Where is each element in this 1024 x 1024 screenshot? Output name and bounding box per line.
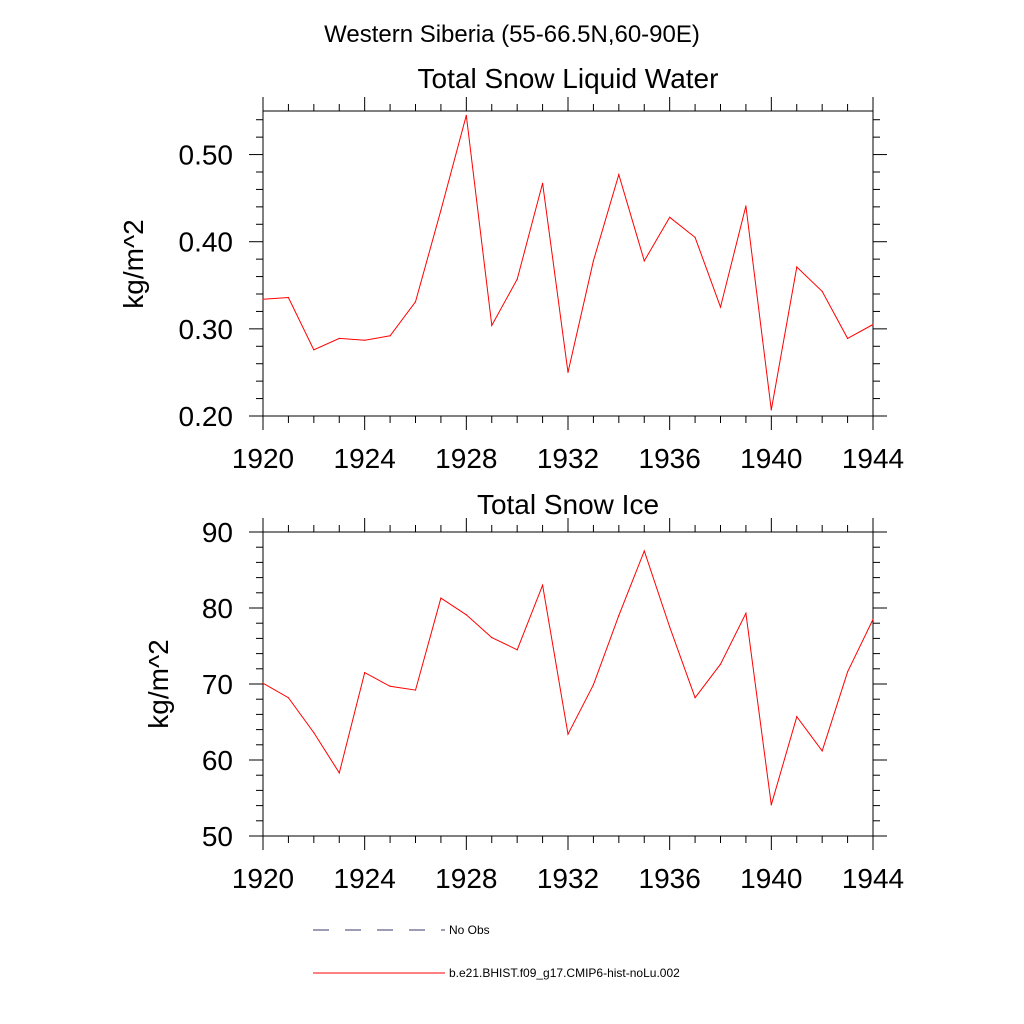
x-tick-label: 1920 — [232, 443, 294, 474]
data-point — [313, 732, 315, 734]
data-point — [643, 260, 645, 262]
data-point — [491, 324, 493, 326]
data-point — [440, 209, 442, 211]
x-tick-label: 1936 — [639, 863, 701, 894]
legend-model-label: b.e21.BHIST.f09_g17.CMIP6-hist-noLu.002 — [449, 966, 680, 980]
data-point — [541, 584, 544, 586]
data-point — [338, 337, 340, 340]
y-axis-label: kg/m^2 — [118, 219, 149, 308]
x-tick-label: 1940 — [740, 443, 802, 474]
data-point — [414, 301, 417, 303]
data-point — [669, 626, 671, 628]
data-point — [338, 772, 340, 774]
data-point — [694, 697, 696, 699]
data-point — [567, 371, 569, 374]
x-tick-label: 1944 — [842, 443, 904, 474]
data-point — [643, 550, 645, 552]
x-tick-label: 1920 — [232, 863, 294, 894]
data-point — [262, 682, 264, 684]
data-point — [694, 236, 696, 238]
data-point — [567, 733, 569, 735]
y-tick-label: 0.50 — [179, 140, 234, 171]
data-point — [846, 671, 849, 673]
data-point — [618, 615, 620, 617]
data-point — [262, 298, 264, 300]
x-tick-label: 1944 — [842, 863, 904, 894]
x-tick-label: 1936 — [639, 443, 701, 474]
data-point — [516, 649, 518, 651]
data-point — [745, 205, 747, 207]
data-point — [389, 335, 391, 337]
data-point — [389, 685, 391, 687]
data-point — [770, 409, 772, 411]
y-tick-label: 0.30 — [179, 314, 234, 345]
data-point — [846, 337, 849, 340]
x-tick-label: 1928 — [435, 443, 497, 474]
data-point — [796, 716, 798, 718]
y-axis-label: kg/m^2 — [143, 639, 174, 728]
data-point — [414, 689, 417, 691]
x-tick-label: 1940 — [740, 863, 802, 894]
data-point — [364, 672, 366, 674]
data-point — [287, 697, 290, 699]
data-point — [872, 323, 874, 326]
y-tick-label: 60 — [202, 745, 233, 776]
data-point — [592, 684, 595, 686]
x-tick-label: 1924 — [334, 443, 396, 474]
data-point — [719, 306, 722, 308]
series-layer — [262, 549, 874, 806]
chart-title: Total Snow Ice — [477, 489, 659, 520]
data-point — [618, 174, 620, 176]
data-point — [669, 216, 671, 218]
x-tick-label: 1928 — [435, 863, 497, 894]
data-point — [440, 597, 442, 599]
y-tick-label: 70 — [202, 669, 233, 700]
axis-tick-labels: 1920 1924 1928 1932 1936 1940 1944 0.20 0.30 0.40… — [179, 140, 905, 474]
axis-ticks — [249, 97, 887, 430]
data-point — [364, 339, 366, 341]
data-point — [287, 296, 290, 299]
data-point — [465, 614, 467, 616]
data-point — [592, 260, 595, 262]
y-tick-label: 80 — [202, 593, 233, 624]
figure-title: Western Siberia (55-66.5N,60-90E) — [324, 21, 700, 48]
data-point — [719, 663, 722, 665]
axis-ticks — [249, 518, 887, 850]
chart-panel-snow-liquid-water: Total Snow Liquid Water kg/m^2 1920 1924 1… — [118, 63, 904, 474]
y-tick-label: 0.40 — [179, 227, 234, 258]
legend-obs-label: No Obs — [449, 923, 490, 937]
data-point — [770, 804, 772, 806]
x-tick-label: 1924 — [334, 863, 396, 894]
series-layer — [262, 114, 874, 411]
x-tick-label: 1932 — [537, 443, 599, 474]
data-point — [821, 750, 823, 752]
y-tick-label: 0.20 — [179, 401, 234, 432]
data-point — [465, 114, 467, 116]
y-tick-label: 50 — [202, 821, 233, 852]
data-point — [516, 278, 518, 280]
y-tick-label: 90 — [202, 517, 233, 548]
x-tick-label: 1932 — [537, 863, 599, 894]
data-point — [821, 290, 823, 292]
data-point — [872, 618, 874, 621]
data-point — [541, 182, 544, 184]
chart-title: Total Snow Liquid Water — [418, 63, 719, 94]
data-point — [313, 349, 315, 351]
data-point — [491, 637, 493, 639]
axis-tick-labels: 1920 1924 1928 1932 1936 1940 1944 50 60 70 80 90 — [202, 517, 904, 894]
data-point — [745, 612, 747, 614]
chart-panel-snow-ice: Total Snow Ice kg/m^2 1920 1924 1928 1932 19… — [143, 489, 904, 894]
data-point — [796, 266, 798, 268]
legend: No Obs b.e21.BHIST.f09_g17.CMIP6-hist-no… — [313, 923, 680, 980]
